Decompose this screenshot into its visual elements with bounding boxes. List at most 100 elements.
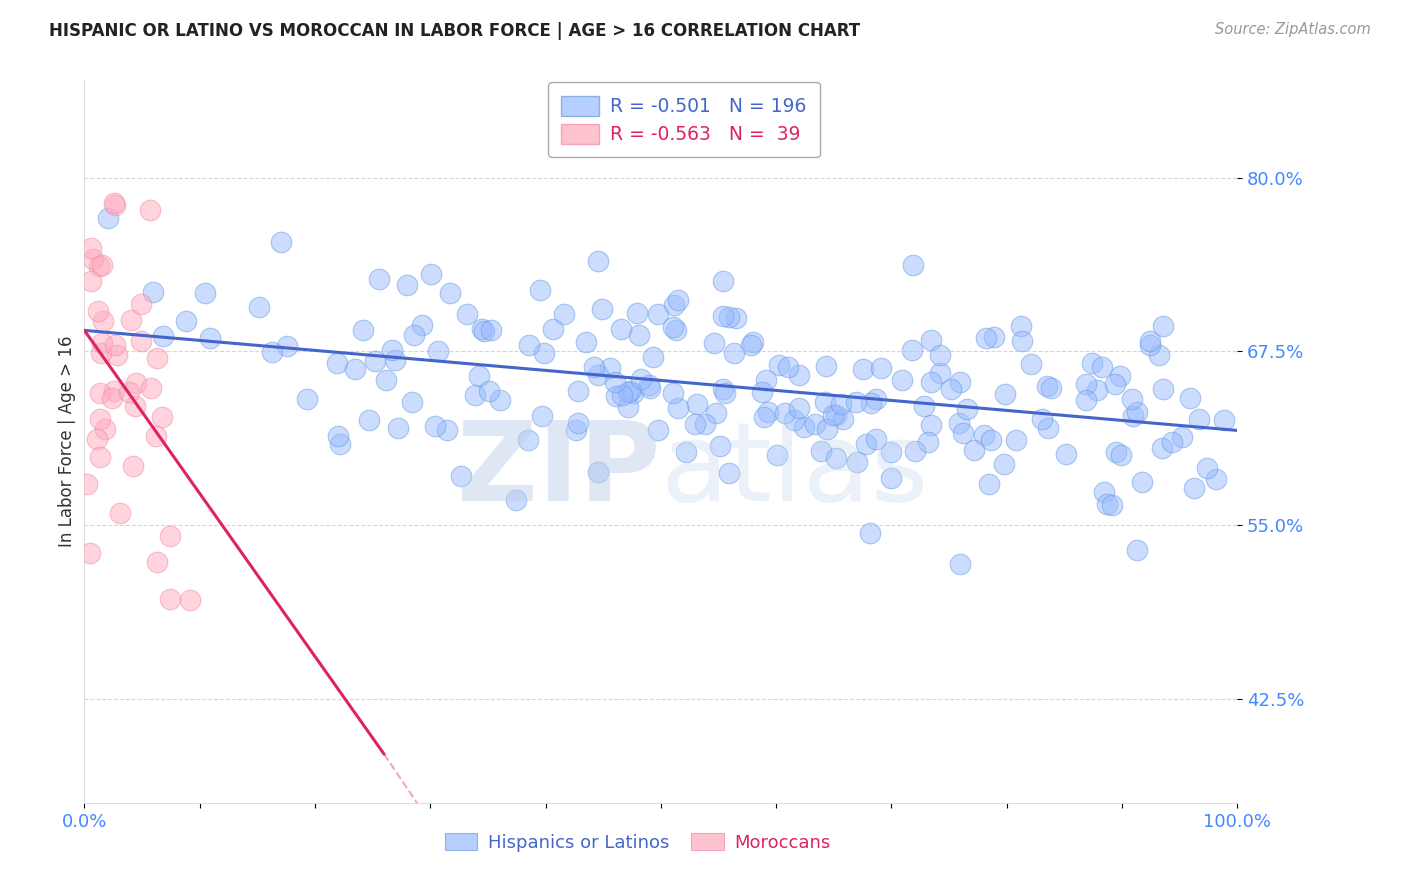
Point xyxy=(80,274,103,288)
Point xyxy=(994,387,1017,401)
Point xyxy=(1038,421,1060,435)
Point xyxy=(845,395,868,409)
Point xyxy=(367,272,389,286)
Point xyxy=(326,356,349,370)
Point xyxy=(1213,413,1236,427)
Point xyxy=(1074,393,1097,408)
Point xyxy=(519,338,541,352)
Point xyxy=(1178,391,1201,405)
Point xyxy=(194,285,217,300)
Point xyxy=(1171,430,1194,444)
Point xyxy=(880,444,903,458)
Point xyxy=(381,343,404,358)
Point xyxy=(928,348,950,362)
Point xyxy=(295,392,318,406)
Point xyxy=(1104,376,1126,391)
Point xyxy=(917,434,939,449)
Point xyxy=(711,274,734,288)
Point xyxy=(505,492,527,507)
Point xyxy=(661,386,683,401)
Point xyxy=(1085,383,1108,397)
Point xyxy=(479,323,502,337)
Point xyxy=(668,293,690,308)
Point xyxy=(1160,434,1182,449)
Point xyxy=(117,385,139,400)
Point xyxy=(865,392,887,406)
Point xyxy=(1130,475,1153,490)
Point xyxy=(742,334,765,349)
Point xyxy=(567,384,589,399)
Point xyxy=(89,412,111,426)
Point xyxy=(489,393,512,408)
Point xyxy=(1126,405,1149,419)
Point xyxy=(586,254,609,268)
Point xyxy=(766,449,789,463)
Point xyxy=(616,401,638,415)
Point xyxy=(783,413,806,427)
Point xyxy=(1095,497,1118,511)
Point xyxy=(814,394,837,409)
Point xyxy=(352,323,374,337)
Point xyxy=(159,529,181,543)
Point xyxy=(675,445,697,459)
Point xyxy=(979,477,1001,491)
Point xyxy=(810,444,832,458)
Point xyxy=(1011,334,1033,349)
Point xyxy=(1039,381,1062,395)
Point xyxy=(983,330,1005,344)
Point xyxy=(419,267,441,281)
Point xyxy=(478,384,501,398)
Point xyxy=(603,376,626,390)
Point xyxy=(859,526,882,541)
Point xyxy=(683,417,706,431)
Point xyxy=(755,373,778,387)
Point xyxy=(468,369,491,384)
Point xyxy=(976,331,998,345)
Point xyxy=(1105,445,1128,459)
Point xyxy=(104,198,127,212)
Point xyxy=(610,387,633,401)
Point xyxy=(1101,498,1123,512)
Point xyxy=(328,437,350,451)
Point xyxy=(586,368,609,382)
Point xyxy=(90,258,112,272)
Point xyxy=(661,320,683,334)
Point xyxy=(262,344,284,359)
Point xyxy=(768,358,790,372)
Point xyxy=(129,297,152,311)
Point xyxy=(76,477,98,491)
Point xyxy=(980,433,1002,447)
Point xyxy=(1188,412,1211,426)
Point xyxy=(1031,412,1053,426)
Point xyxy=(101,391,124,405)
Point xyxy=(103,196,125,211)
Point xyxy=(79,241,101,255)
Point xyxy=(711,309,734,323)
Point xyxy=(129,334,152,348)
Point xyxy=(609,322,631,336)
Point xyxy=(402,328,425,343)
Point xyxy=(855,436,877,450)
Point xyxy=(754,409,776,424)
Point xyxy=(824,450,846,465)
Point xyxy=(714,385,737,400)
Point xyxy=(952,426,974,441)
Point xyxy=(105,348,128,362)
Point xyxy=(637,378,659,392)
Point xyxy=(343,361,366,376)
Point xyxy=(787,401,810,416)
Point xyxy=(870,361,893,376)
Point xyxy=(121,458,143,473)
Point xyxy=(830,397,852,411)
Legend: Hispanics or Latinos, Moroccans: Hispanics or Latinos, Moroccans xyxy=(437,826,838,859)
Point xyxy=(1152,319,1174,334)
Point xyxy=(374,372,396,386)
Point xyxy=(718,466,741,480)
Point xyxy=(693,417,716,432)
Point xyxy=(124,399,146,413)
Point xyxy=(423,418,446,433)
Point xyxy=(664,298,686,312)
Point xyxy=(928,366,950,380)
Point xyxy=(146,555,169,569)
Point xyxy=(1076,376,1098,391)
